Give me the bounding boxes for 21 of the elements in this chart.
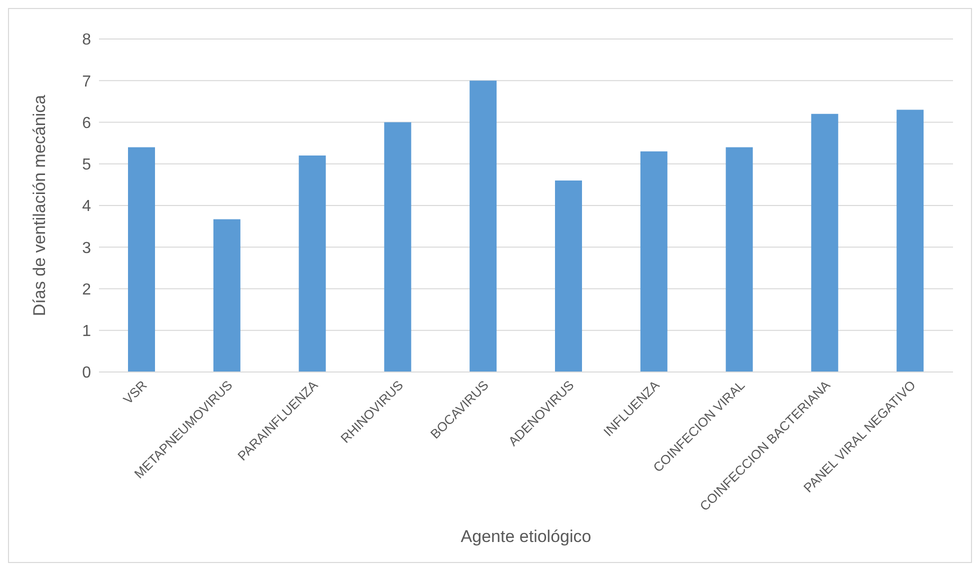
- y-tick-label: 6: [82, 114, 92, 132]
- y-tick-label: 7: [82, 73, 92, 90]
- bar: [470, 80, 497, 372]
- x-axis-title: Agente etiológico: [460, 527, 592, 546]
- bar: [811, 114, 838, 372]
- y-tick-label: 4: [82, 198, 92, 216]
- bar: [726, 147, 753, 372]
- bar: [555, 180, 582, 372]
- y-axis-title: Días de ventilación mecánica: [30, 94, 50, 316]
- bar: [384, 122, 412, 372]
- y-tick-label: 1: [82, 323, 92, 340]
- bar: [128, 147, 155, 372]
- bar: [213, 219, 240, 372]
- bar: [896, 110, 924, 372]
- y-tick-label: 0: [82, 364, 92, 382]
- bar: [640, 151, 668, 372]
- y-tick-label: 5: [82, 156, 92, 174]
- y-tick-label: 8: [82, 32, 92, 49]
- bar: [298, 156, 326, 372]
- y-tick-label: 3: [82, 240, 92, 257]
- y-tick-label: 2: [82, 281, 92, 298]
